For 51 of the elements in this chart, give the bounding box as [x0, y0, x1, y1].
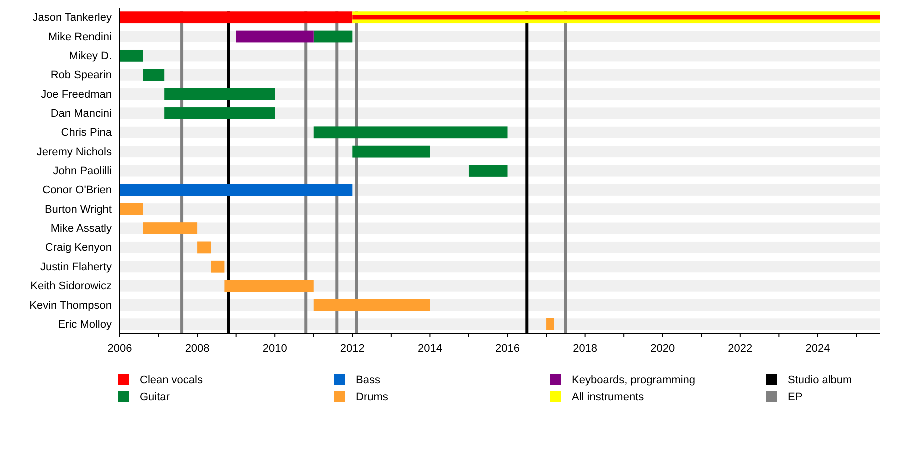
y-tick-label: Justin Flaherty	[40, 261, 112, 274]
y-tick-label: John Paolilli	[53, 166, 112, 178]
bar	[198, 242, 212, 254]
bar	[468, 165, 508, 177]
x-tick-label: 2020	[650, 343, 676, 356]
y-tick-label: Chris Pina	[61, 127, 113, 140]
x-tick-label: 2010	[262, 343, 288, 356]
y-tick-label: Joe Freedman	[41, 88, 112, 101]
y-tick-label: Craig Kenyon	[45, 242, 112, 254]
x-tick-label: 2012	[340, 343, 365, 356]
y-tick-label: Dan Mancini	[50, 108, 112, 120]
bar	[236, 30, 314, 43]
x-tick-label: 2006	[108, 343, 132, 356]
y-tick-label: Eric Molloy	[58, 318, 112, 331]
bar	[314, 299, 430, 312]
bar	[224, 280, 314, 292]
legend-label: Studio album	[788, 374, 852, 386]
x-tick-label: 2022	[728, 343, 753, 356]
y-tick-label: Keith Sidorowicz	[30, 280, 112, 293]
bar	[143, 222, 198, 234]
y-tick-label: Mikey D.	[69, 50, 112, 62]
bar	[120, 50, 144, 62]
y-tick-label: Jeremy Nichols	[36, 146, 112, 158]
y-tick-label: Conor O'Brien	[42, 184, 112, 197]
legend-label: Drums	[356, 392, 389, 404]
legend-label: All instruments	[572, 392, 645, 404]
bar	[314, 30, 353, 43]
bar	[120, 203, 144, 216]
legend-label: EP	[788, 392, 803, 404]
legend-label: Clean vocals	[140, 374, 204, 386]
bar	[314, 126, 508, 139]
legend-label: Guitar	[140, 392, 170, 404]
y-tick-label: Jason Tankerley	[32, 12, 112, 24]
y-tick-label: Rob Spearin	[50, 70, 112, 82]
legend-label: Bass	[356, 374, 381, 386]
bar	[546, 318, 554, 330]
bar	[164, 88, 276, 100]
y-tick-label: Burton Wright	[44, 204, 112, 216]
y-tick-label: Mike Rendini	[48, 31, 112, 44]
bar	[143, 69, 165, 82]
y-tick-label: Kevin Thompson	[30, 300, 112, 312]
x-tick-label: 2016	[496, 343, 520, 356]
bar	[211, 260, 225, 273]
x-tick-label: 2014	[418, 343, 442, 356]
y-tick-label: Mike Assatly	[50, 223, 112, 236]
legend-label: Keyboards, programming	[572, 374, 696, 386]
x-tick-label: 2018	[573, 343, 598, 356]
x-tick-label: 2008	[185, 343, 210, 356]
x-tick-label: 2024	[806, 343, 830, 356]
bar	[352, 146, 430, 158]
bar	[164, 108, 276, 120]
